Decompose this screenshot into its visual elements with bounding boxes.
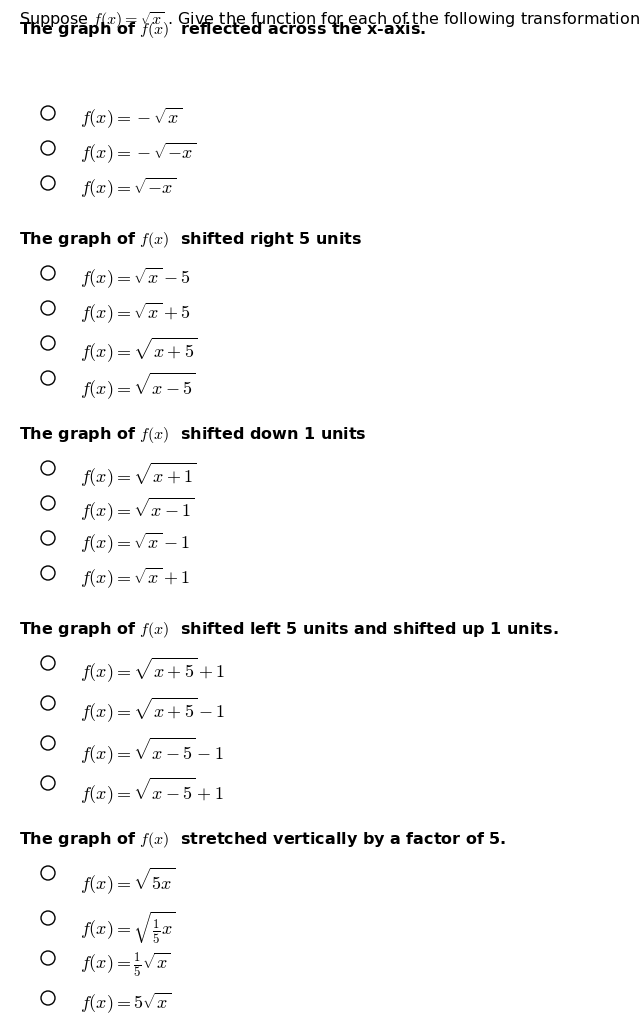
- Text: The graph of $f(x)$  shifted left 5 units and shifted up 1 units.: The graph of $f(x)$ shifted left 5 units…: [19, 620, 559, 640]
- Text: The graph of $f(x)$  shifted right 5 units: The graph of $f(x)$ shifted right 5 unit…: [19, 230, 362, 250]
- Text: $f(x) = \sqrt{x-5}$: $f(x) = \sqrt{x-5}$: [80, 370, 196, 401]
- Text: $f(x) = \frac{1}{5}\sqrt{x}$: $f(x) = \frac{1}{5}\sqrt{x}$: [80, 950, 171, 978]
- Text: $f(x) = -\sqrt{-x}$: $f(x) = -\sqrt{-x}$: [80, 140, 196, 164]
- Text: $f(x) = \sqrt{x} + 5$: $f(x) = \sqrt{x} + 5$: [80, 300, 191, 325]
- Text: $f(x) = \sqrt{\frac{1}{5}x}$: $f(x) = \sqrt{\frac{1}{5}x}$: [80, 910, 175, 946]
- Text: $f(x) = \sqrt{x-5} - 1$: $f(x) = \sqrt{x-5} - 1$: [80, 735, 223, 766]
- Text: The graph of $f(x)$  shifted down 1 units: The graph of $f(x)$ shifted down 1 units: [19, 425, 367, 445]
- Text: The graph of $f(x)$  stretched vertically by a factor of 5.: The graph of $f(x)$ stretched vertically…: [19, 830, 507, 850]
- Text: $f(x) = \sqrt{x+5} + 1$: $f(x) = \sqrt{x+5} + 1$: [80, 655, 225, 683]
- Text: $f(x) = \sqrt{x+1}$: $f(x) = \sqrt{x+1}$: [80, 460, 196, 489]
- Text: The graph of $f(x)$  reflected across the x-axis.: The graph of $f(x)$ reflected across the…: [19, 20, 426, 40]
- Text: $f(x) = \sqrt{5x}$: $f(x) = \sqrt{5x}$: [80, 865, 175, 895]
- Text: $f(x) = \sqrt{-x}$: $f(x) = \sqrt{-x}$: [80, 175, 176, 200]
- Text: $f(x) = \sqrt{x+5}$: $f(x) = \sqrt{x+5}$: [80, 335, 198, 364]
- Text: $f(x) = \sqrt{x} - 5$: $f(x) = \sqrt{x} - 5$: [80, 265, 191, 290]
- Text: Suppose $f(x) = \sqrt{x}$ . Give the function for each of the following transfor: Suppose $f(x) = \sqrt{x}$ . Give the fun…: [19, 10, 640, 31]
- Text: $f(x) = \sqrt{x} + 1$: $f(x) = \sqrt{x} + 1$: [80, 565, 190, 589]
- Text: $f(x) = \sqrt{x-1}$: $f(x) = \sqrt{x-1}$: [80, 495, 195, 523]
- Text: $f(x) = \sqrt{x-5} + 1$: $f(x) = \sqrt{x-5} + 1$: [80, 776, 223, 805]
- Text: $f(x) = 5\sqrt{x}$: $f(x) = 5\sqrt{x}$: [80, 990, 171, 1014]
- Text: $f(x) = \sqrt{x} - 1$: $f(x) = \sqrt{x} - 1$: [80, 530, 190, 555]
- Text: $f(x) = \sqrt{x+5} - 1$: $f(x) = \sqrt{x+5} - 1$: [80, 695, 225, 724]
- Text: $f(x) = -\sqrt{x}$: $f(x) = -\sqrt{x}$: [80, 105, 182, 130]
